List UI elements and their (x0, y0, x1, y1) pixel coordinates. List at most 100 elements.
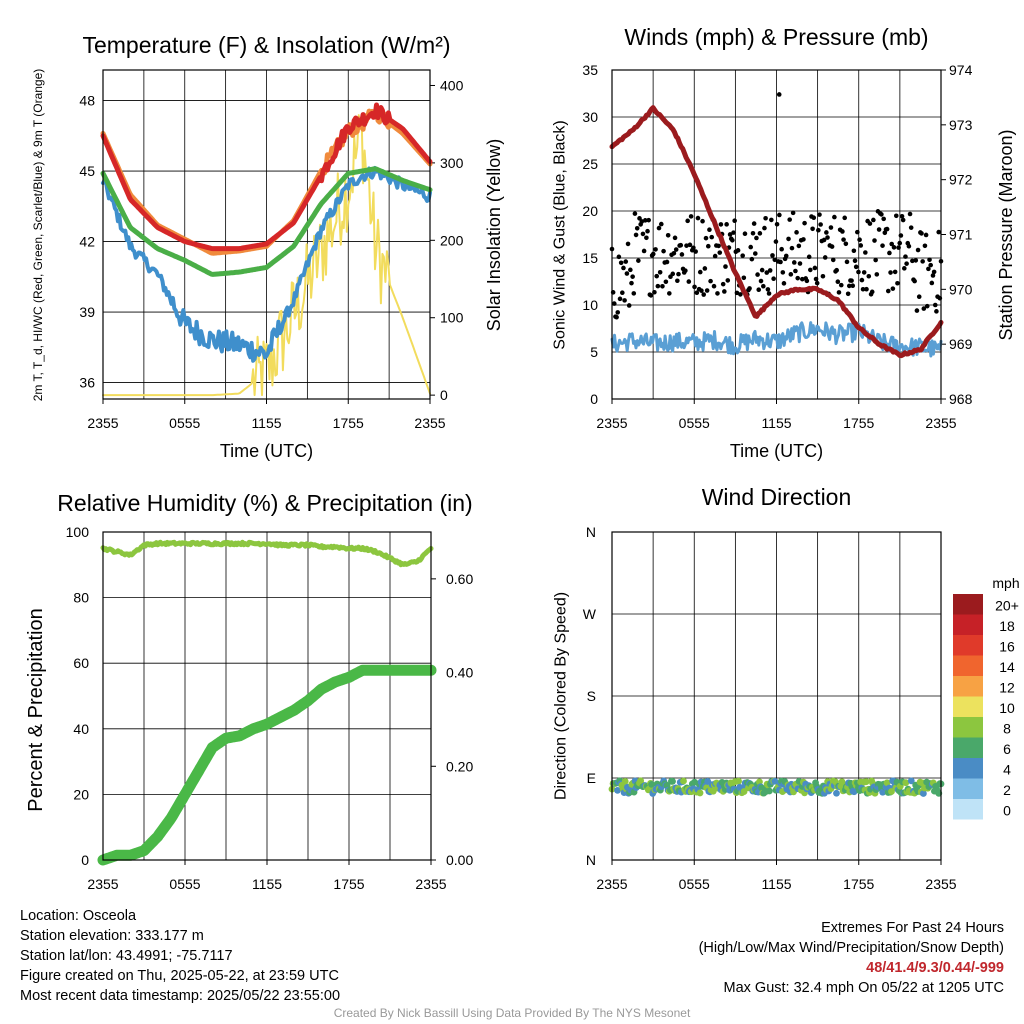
y2-tick-label: 0.60 (446, 571, 473, 587)
x-tick-label: 1755 (843, 876, 874, 892)
y-axis-title: 2m T, T_d, HI/WC (Red, Green, Scarlet/Bl… (31, 69, 45, 402)
direction-point (648, 781, 656, 788)
y-tick-label: 15 (582, 250, 598, 266)
max-gust-point (776, 92, 782, 97)
gust-point (620, 290, 625, 295)
gust-point (856, 269, 861, 275)
gust-point (629, 280, 634, 286)
chart-title: Relative Humidity (%) & Precipitation (i… (57, 490, 472, 516)
gust-point (723, 264, 728, 269)
series-line (100, 166, 433, 277)
gust-point (678, 242, 684, 248)
y2-tick-label: 968 (949, 391, 973, 407)
gust-point (922, 243, 928, 249)
gust-point (890, 286, 896, 291)
gust-point (711, 283, 717, 289)
gust-point (665, 233, 671, 238)
gust-point (615, 310, 621, 315)
credit-text: Created By Nick Bassill Using Data Provi… (333, 1006, 691, 1020)
y-tick-label: 42 (79, 234, 95, 250)
gust-point (858, 243, 864, 248)
gust-point (924, 303, 930, 309)
legend-label: 16 (999, 638, 1015, 654)
gust-point (866, 273, 872, 279)
gust-point (876, 227, 882, 232)
gust-point (892, 269, 898, 275)
gust-point (881, 216, 886, 222)
gust-point (724, 222, 729, 227)
gust-point (896, 245, 901, 250)
gust-point (912, 278, 917, 284)
gust-point (751, 221, 757, 226)
y2-tick-label: 200 (440, 232, 464, 248)
created-text: Figure created on Thu, 2025-05-22, at 23… (20, 968, 339, 984)
gust-point (712, 253, 718, 259)
gust-point (624, 271, 630, 276)
gust-point (836, 290, 842, 295)
y-tick-label: 60 (73, 655, 89, 671)
legend-swatch (953, 737, 983, 758)
direction-point (850, 788, 858, 796)
gust-point (838, 282, 844, 288)
gust-point (767, 268, 773, 273)
plot-border (102, 531, 432, 861)
gust-point (687, 242, 693, 248)
plot-border (611, 69, 942, 400)
gust-point (675, 278, 680, 284)
gust-point (772, 257, 778, 263)
gust-point (786, 236, 791, 242)
gust-point (715, 291, 720, 296)
gust-point (766, 291, 772, 296)
direction-point (680, 777, 687, 785)
gust-point (844, 259, 850, 265)
y2-tick-label: 974 (949, 62, 973, 78)
y-tick-label: 100 (66, 524, 90, 540)
legend-swatch (953, 635, 983, 656)
gust-point (622, 298, 627, 303)
gust-point (676, 271, 681, 277)
gust-point (867, 221, 873, 226)
y-tick-label: 40 (73, 721, 89, 737)
gust-point (828, 225, 834, 230)
gust-point (914, 308, 920, 313)
gust-point (652, 289, 657, 295)
gust-point (694, 290, 700, 296)
gust-point (777, 212, 782, 218)
gust-point (913, 258, 919, 263)
direction-point (919, 790, 927, 797)
gust-point (691, 245, 696, 251)
gust-point (645, 228, 650, 234)
gust-point (656, 225, 662, 231)
chart-title: Winds (mph) & Pressure (mb) (624, 24, 928, 50)
legend-label: 18 (999, 618, 1015, 634)
gust-point (642, 218, 648, 223)
y-tick-label: 20 (582, 203, 598, 219)
direction-point (765, 787, 773, 795)
x-axis-title: Time (UTC) (220, 441, 313, 461)
gust-point (873, 257, 878, 263)
gust-point (887, 250, 892, 256)
gust-point (636, 258, 641, 263)
plot-border (102, 69, 431, 400)
gust-point (816, 227, 821, 233)
legend-swatch (953, 655, 983, 676)
gust-point (893, 213, 899, 219)
location-text: Location: Osceola (20, 908, 137, 924)
gust-point (670, 271, 676, 277)
gust-point (863, 250, 868, 255)
x-tick-label: 1755 (333, 415, 364, 431)
gust-point (646, 217, 651, 223)
y2-tick-label: 300 (440, 155, 464, 171)
x-tick-label: 0555 (169, 415, 200, 431)
legend-swatch (953, 758, 983, 779)
gust-point (770, 253, 775, 258)
gust-point (904, 261, 909, 266)
gust-point (793, 268, 798, 274)
gust-point (842, 215, 848, 221)
speed-legend: mph 20+ 18 16 14 12 10 8 6 4 2 0 (953, 575, 1020, 820)
y-tick-label: 0 (81, 852, 89, 868)
gust-point (783, 253, 789, 259)
y2-tick-label: 969 (949, 336, 973, 352)
gust-point (695, 215, 701, 221)
gust-point (864, 286, 869, 292)
